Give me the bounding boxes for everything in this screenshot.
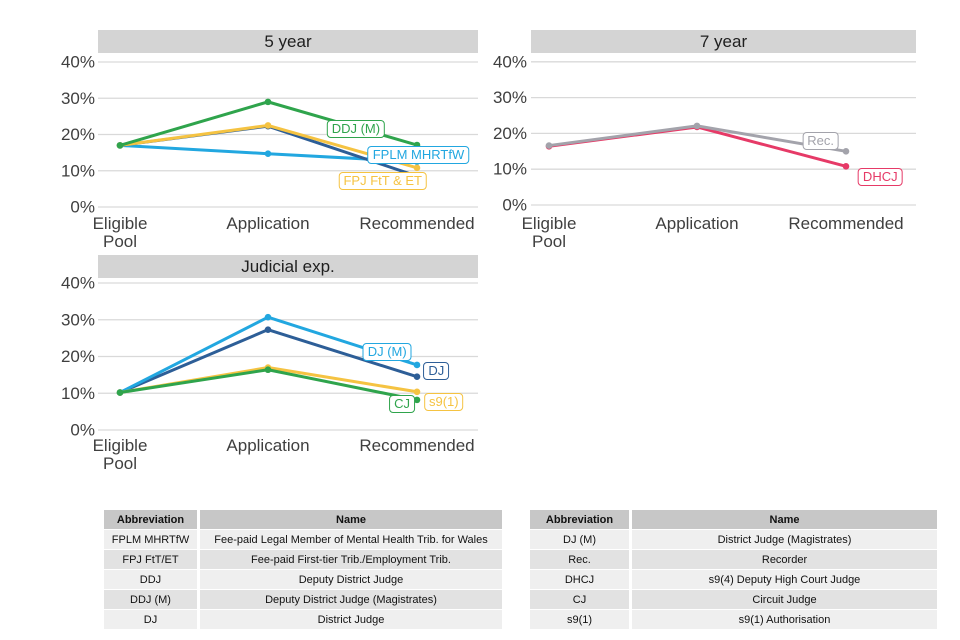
table-row: DJ (M) District Judge (Magistrates): [530, 530, 937, 549]
series-marker: [413, 373, 421, 381]
series-marker: [693, 122, 701, 130]
panel-title-7-year: 7 year: [531, 30, 916, 53]
series-marker: [264, 326, 272, 333]
abbreviation-cell: DJ (M): [530, 530, 629, 549]
abbreviation-cell: s9(1): [530, 610, 629, 629]
y-tick-label: 30%: [61, 310, 95, 329]
series-marker: [264, 98, 272, 106]
name-cell: Deputy District Judge: [200, 570, 502, 589]
series-marker: [116, 389, 124, 396]
y-tick-label: 20%: [493, 124, 527, 143]
table-row: FPLM MHRTfW Fee-paid Legal Member of Ment…: [104, 530, 502, 549]
name-cell: Recorder: [632, 550, 937, 569]
table-row: DDJ (M) Deputy District Judge (Magistrate…: [104, 590, 502, 609]
abbreviation-cell: FPLM MHRTfW: [104, 530, 197, 549]
name-cell: Deputy District Judge (Magistrates): [200, 590, 502, 609]
y-tick-label: 0%: [502, 196, 527, 215]
x-category-label: Application: [226, 214, 309, 233]
series-marker: [545, 142, 553, 149]
y-tick-label: 0%: [70, 421, 95, 440]
x-category-label: Application: [226, 436, 309, 455]
y-tick-label: 40%: [61, 53, 95, 72]
x-category-label: Eligible Pool: [522, 214, 577, 251]
name-cell: Fee-paid Legal Member of Mental Health T…: [200, 530, 502, 549]
y-tick-label: 40%: [493, 52, 527, 71]
x-category-label: Recommended: [359, 436, 474, 455]
abbreviation-cell: DDJ (M): [104, 590, 197, 609]
series-marker: [116, 142, 124, 149]
abbreviation-cell: FPJ FtT/ET: [104, 550, 197, 569]
series-marker: [842, 163, 850, 170]
series-marker: [842, 148, 850, 155]
series-marker: [264, 150, 272, 158]
series-marker: [264, 313, 272, 321]
table-header-row: Abbreviation Name: [104, 510, 502, 529]
series-marker: [413, 388, 421, 396]
abbrev-table-left: Abbreviation Name FPLM MHRTfW Fee-paid Lega…: [101, 509, 505, 630]
panel-title-judicial-exp: Judicial exp.: [98, 255, 478, 278]
series-marker: [264, 122, 272, 129]
x-category-label: Recommended: [788, 214, 903, 233]
abbreviation-cell: DHCJ: [530, 570, 629, 589]
y-tick-label: 40%: [61, 274, 95, 293]
col-header: Abbreviation: [530, 510, 629, 529]
x-category-label: Eligible Pool: [93, 214, 148, 251]
series-marker: [413, 172, 421, 180]
panel-title-5-year: 5 year: [98, 30, 478, 53]
y-tick-label: 10%: [493, 160, 527, 179]
table-row: Rec. Recorder: [530, 550, 937, 569]
name-cell: s9(1) Authorisation: [632, 610, 937, 629]
x-category-label: Eligible Pool: [93, 436, 148, 473]
table-row: DJ District Judge: [104, 610, 502, 629]
table-row: FPJ FtT/ET Fee-paid First-tier Trib./Empl…: [104, 550, 502, 569]
x-category-label: Application: [655, 214, 738, 233]
y-tick-label: 0%: [70, 198, 95, 217]
y-tick-label: 20%: [61, 347, 95, 366]
name-cell: Circuit Judge: [632, 590, 937, 609]
series-marker: [413, 361, 421, 369]
name-cell: s9(4) Deputy High Court Judge: [632, 570, 937, 589]
name-cell: District Judge (Magistrates): [632, 530, 937, 549]
abbreviation-cell: Rec.: [530, 550, 629, 569]
table-header-row: Abbreviation Name: [530, 510, 937, 529]
name-cell: Fee-paid First-tier Trib./Employment Tri…: [200, 550, 502, 569]
series-marker: [413, 141, 421, 149]
series-marker: [413, 158, 421, 165]
abbreviation-cell: CJ: [530, 590, 629, 609]
series-marker: [413, 164, 421, 172]
table-row: DHCJ s9(4) Deputy High Court Judge: [530, 570, 937, 589]
table-row: DDJ Deputy District Judge: [104, 570, 502, 589]
abbreviation-cell: DDJ: [104, 570, 197, 589]
y-tick-label: 20%: [61, 125, 95, 144]
x-category-label: Recommended: [359, 214, 474, 233]
y-tick-label: 30%: [61, 89, 95, 108]
y-tick-label: 10%: [61, 161, 95, 180]
table-row: CJ Circuit Judge: [530, 590, 937, 609]
abbrev-table-right: Abbreviation Name DJ (M) District Judge (Ma…: [527, 509, 940, 630]
y-tick-label: 10%: [61, 384, 95, 403]
name-cell: District Judge: [200, 610, 502, 629]
col-header: Name: [632, 510, 937, 529]
y-tick-label: 30%: [493, 88, 527, 107]
series-marker: [264, 366, 272, 374]
table-row: s9(1) s9(1) Authorisation: [530, 610, 937, 629]
abbreviation-cell: DJ: [104, 610, 197, 629]
col-header: Abbreviation: [104, 510, 197, 529]
series-marker: [413, 396, 421, 404]
col-header: Name: [200, 510, 502, 529]
